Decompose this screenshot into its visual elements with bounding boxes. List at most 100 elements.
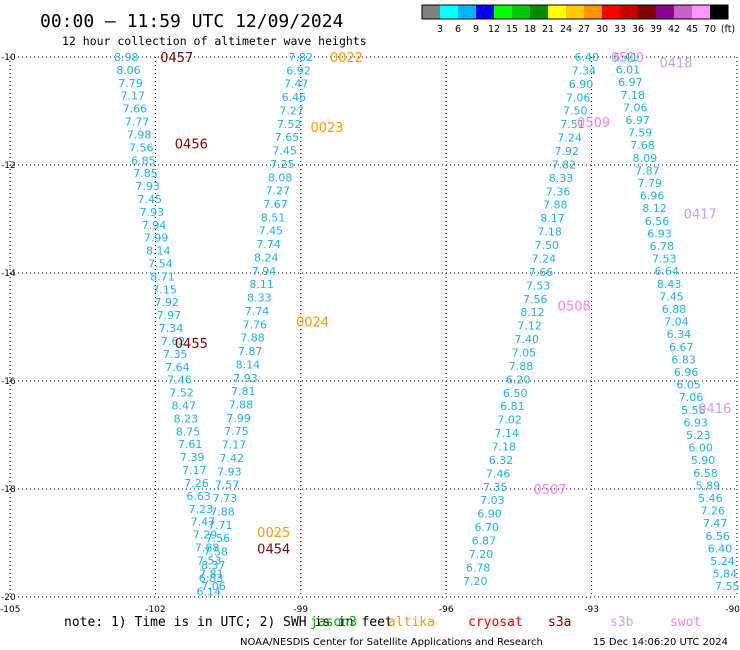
chart-axes: -105 -102 -99 -96 -93 -90 -10 -12 -14 -16 -18 -20 <box>0 53 740 615</box>
footer-note: note: 1) Time is in UTC; 2) SWH is in fe… <box>64 615 393 630</box>
colorbar-swatch <box>422 5 441 19</box>
pass-number-label: 0455 <box>175 337 208 352</box>
wave-height-value: 8.75 <box>176 425 201 438</box>
wave-height-value: 7.74 <box>245 305 270 318</box>
wave-height-value: 7.45 <box>272 145 297 158</box>
pass-number-label: 0418 <box>659 56 692 71</box>
mission-legend: jason3 altika cryosat s3a s3b swot <box>310 615 701 630</box>
pass-number-label: 0507 <box>533 483 566 498</box>
colorbar-swatch <box>440 5 459 19</box>
colorbar-tick-label: 12 <box>488 24 500 35</box>
colorbar-tick-label: (ft) <box>721 24 735 35</box>
y-tick-label: -14 <box>1 269 16 279</box>
wave-height-value: 7.97 <box>157 309 182 322</box>
wave-height-value: 7.17 <box>222 439 247 452</box>
footer-timestamp: 15 Dec 14:06:20 UTC 2024 <box>593 637 728 648</box>
wave-height-value: 7.56 <box>206 532 231 545</box>
wave-height-value: 7.26 <box>184 477 209 490</box>
wave-height-value: 8.24 <box>254 251 279 264</box>
pass-number-label: 0454 <box>257 542 290 557</box>
wave-height-value: 7.02 <box>497 414 522 427</box>
wave-height-value: 7.06 <box>623 101 648 114</box>
colorbar-swatch <box>548 5 567 19</box>
wave-height-value: 7.59 <box>628 127 653 140</box>
wave-height-value: 7.27 <box>279 104 304 117</box>
y-tick-label: -20 <box>1 593 16 603</box>
wave-height-value: 7.93 <box>140 206 165 219</box>
wave-height-value: 6.83 <box>671 353 696 366</box>
wave-height-value: 7.71 <box>208 519 233 532</box>
wave-height-value: 8.08 <box>268 171 293 184</box>
wave-height-value: 6.05 <box>676 379 701 392</box>
wave-height-value: 7.12 <box>517 320 542 333</box>
wave-height-value: 8.17 <box>540 212 565 225</box>
wave-height-value: 7.98 <box>127 128 152 141</box>
colorbar-swatch <box>458 5 477 19</box>
colorbar-tick-label: 9 <box>473 24 479 35</box>
mission-legend-altika: altika <box>388 615 435 630</box>
wave-height-value: 7.50 <box>563 105 588 118</box>
wave-height-value: 7.52 <box>169 387 194 400</box>
wave-height-value: 6.97 <box>618 76 643 89</box>
colorbar-swatch <box>494 5 513 19</box>
wave-height-value: 6.93 <box>684 416 709 429</box>
wave-height-value: 7.06 <box>679 391 704 404</box>
mission-legend-jason3: jason3 <box>310 615 357 630</box>
wave-height-value: 5.24 <box>710 555 735 568</box>
pass-labels: 0457 0456 0455 0454 0022 0023 0024 0025 0510 0509… <box>160 51 731 557</box>
pass-number-label: 0457 <box>160 51 193 66</box>
wave-height-value: 7.88 <box>240 332 265 345</box>
wave-height-value: 7.77 <box>125 116 150 129</box>
pass-number-label: 0417 <box>684 208 717 223</box>
pass-number-label: 0456 <box>175 137 208 152</box>
wave-height-value: 7.35 <box>483 481 508 494</box>
wave-height-value: 6.32 <box>489 454 514 467</box>
wave-height-value: 6.70 <box>474 521 499 534</box>
wave-height-value: 7.88 <box>210 505 235 518</box>
wave-height-value: 6.92 <box>286 64 311 77</box>
chart-title: 00:00 – 11:59 UTC 12/09/2024 <box>40 11 343 32</box>
wave-height-value: 5.23 <box>686 429 711 442</box>
wave-height-value: 7.94 <box>252 265 277 278</box>
wave-height-value: 6.46 <box>282 91 307 104</box>
wave-height-value: 5.56 <box>681 404 706 417</box>
wave-height-value: 7.53 <box>526 279 551 292</box>
colorbar-tick-label: 24 <box>560 24 572 35</box>
wave-height-value: 7.88 <box>229 398 254 411</box>
colorbar-swatch <box>566 5 585 19</box>
wave-height-value: 7.27 <box>266 185 291 198</box>
pass-number-label: 0416 <box>698 402 731 417</box>
wave-height-value: 6.56 <box>705 530 730 543</box>
mission-legend-s3a: s3a <box>548 615 571 630</box>
wave-height-value: 7.18 <box>621 89 646 102</box>
y-tick-label: -12 <box>1 161 16 171</box>
wave-height-value: 7.87 <box>635 164 660 177</box>
colorbar-legend: 3 6 9 12 15 18 21 24 27 30 33 36 39 42 45 70 (ft) <box>421 4 735 35</box>
wave-height-value: 7.39 <box>180 451 205 464</box>
wave-height-value: 5.84 <box>713 568 738 581</box>
wave-height-value: 7.04 <box>664 316 689 329</box>
wave-height-value: 7.14 <box>494 427 519 440</box>
colorbar-frame <box>421 4 729 20</box>
pass-number-label: 0024 <box>296 316 329 331</box>
wave-height-value: 7.93 <box>233 372 258 385</box>
colorbar-tick-label: 39 <box>650 24 662 35</box>
wave-height-value: 7.88 <box>543 199 568 212</box>
wave-height-value: 7.36 <box>546 185 571 198</box>
wave-height-value: 6.90 <box>477 508 502 521</box>
wave-height-value: 7.81 <box>231 385 256 398</box>
wave-height-value: 7.05 <box>512 346 537 359</box>
wave-height-value: 7.25 <box>270 158 295 171</box>
wave-height-value: 7.56 <box>129 141 154 154</box>
wave-height-value: 6.78 <box>466 561 491 574</box>
wave-height-value: 6.88 <box>662 303 687 316</box>
wave-height-value: 7.76 <box>243 318 268 331</box>
wave-height-value: 7.24 <box>557 132 582 145</box>
wave-height-value: 7.93 <box>135 180 160 193</box>
wave-height-value: 7.06 <box>566 91 591 104</box>
wave-height-value: 7.47 <box>284 78 309 91</box>
wave-height-value: 7.79 <box>118 77 143 90</box>
wave-height-value: 6.96 <box>640 190 665 203</box>
wave-height-value: 7.79 <box>638 177 663 190</box>
